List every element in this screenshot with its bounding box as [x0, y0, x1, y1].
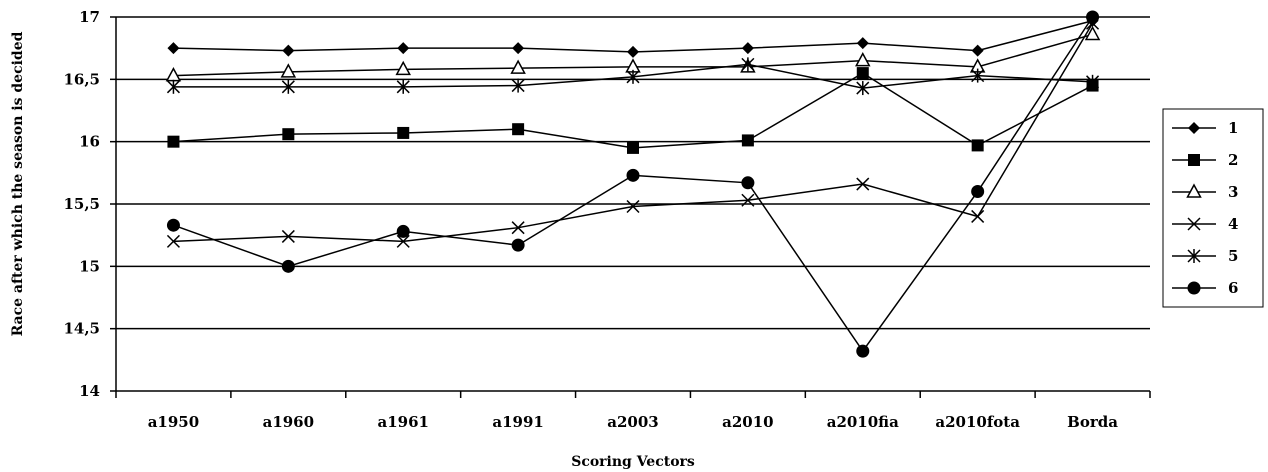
data-point — [855, 52, 871, 67]
legend-label: 3 — [1228, 183, 1238, 201]
legend-item: 4 — [1172, 215, 1238, 233]
data-point — [626, 69, 640, 84]
legend: 1 2 3 4 5 6 — [1162, 108, 1264, 308]
data-point — [396, 79, 410, 94]
data-point — [165, 67, 182, 82]
data-point — [856, 67, 869, 80]
legend-item: 5 — [1172, 247, 1238, 265]
data-point — [511, 238, 525, 252]
y-tick-label: 16 — [79, 133, 100, 151]
x-tick-label: a2010fota — [935, 413, 1020, 431]
data-point — [167, 42, 180, 55]
series-6 — [166, 10, 1100, 358]
data-point — [741, 134, 754, 147]
data-point — [396, 224, 410, 238]
data-point — [396, 234, 410, 248]
data-point — [281, 79, 295, 94]
x-tick-label: a2010 — [722, 413, 773, 431]
y-axis-title: Race after which the season is decided — [10, 31, 26, 336]
data-point — [627, 141, 639, 154]
data-point — [281, 259, 295, 273]
data-point — [1187, 249, 1201, 263]
data-point — [166, 79, 180, 94]
data-point — [971, 209, 985, 223]
data-point — [971, 185, 985, 199]
series-1 — [167, 14, 1099, 58]
y-tick-label: 16,5 — [63, 70, 100, 88]
data-point — [1086, 74, 1100, 89]
data-point — [511, 221, 525, 235]
legend-item: 1 — [1172, 119, 1238, 137]
data-point — [512, 123, 525, 136]
y-tick-label: 15 — [79, 257, 100, 275]
data-point — [741, 193, 755, 207]
data-point — [511, 78, 525, 93]
series-2 — [167, 67, 1099, 154]
data-point — [397, 126, 410, 139]
legend-item: 3 — [1172, 183, 1238, 201]
data-point — [626, 199, 640, 214]
y-tick-label: 14 — [79, 382, 100, 400]
x-axis-title: Scoring Vectors — [571, 454, 695, 470]
data-point — [1188, 154, 1200, 166]
x-tick-label: Borda — [1067, 413, 1118, 431]
data-point — [1187, 217, 1201, 231]
series-line — [173, 72, 1093, 149]
data-point — [741, 176, 755, 190]
data-point — [856, 37, 869, 50]
y-axis-ticks: 14 14,5 15 15,5 16 16,5 17 — [63, 8, 116, 400]
legend-label: 4 — [1228, 215, 1238, 233]
data-point — [1187, 281, 1201, 295]
series-5 — [166, 57, 1100, 96]
x-tick-label: a1960 — [263, 413, 314, 431]
data-point — [282, 44, 295, 57]
data-point — [167, 135, 180, 148]
series-layer — [165, 10, 1101, 358]
x-tick-label: a2003 — [607, 413, 658, 431]
data-point — [280, 63, 297, 78]
y-tick-label: 15,5 — [63, 195, 100, 213]
y-tick-label: 17 — [79, 8, 100, 26]
legend-item: 2 — [1172, 151, 1238, 169]
data-point — [281, 229, 295, 243]
data-point — [166, 218, 180, 232]
data-point — [856, 81, 870, 96]
data-point — [166, 234, 180, 248]
x-tick-label: a1961 — [377, 413, 428, 431]
data-point — [971, 139, 984, 152]
legend-box — [1162, 108, 1264, 308]
data-point — [282, 128, 295, 141]
legend-item: 6 — [1172, 279, 1238, 297]
data-point — [397, 42, 410, 55]
data-point — [1086, 10, 1100, 24]
data-point — [856, 344, 870, 358]
x-tick-label: a1991 — [492, 413, 543, 431]
data-point — [856, 177, 870, 191]
legend-label: 1 — [1228, 119, 1238, 137]
legend-label: 6 — [1228, 279, 1238, 297]
data-point — [1084, 25, 1101, 41]
y-tick-label: 14,5 — [63, 320, 100, 338]
data-point — [741, 57, 755, 72]
series-3 — [165, 25, 1101, 82]
x-axis: a1950 a1960 a1961 a1991 a2003 a2010 a2010fia a2… — [115, 17, 1151, 431]
data-point — [627, 45, 639, 58]
data-point — [626, 168, 640, 182]
data-point — [512, 42, 525, 55]
data-point — [510, 59, 526, 74]
data-point — [971, 44, 984, 57]
legend-label: 2 — [1228, 151, 1238, 169]
data-point — [1186, 183, 1202, 198]
legend-label: 5 — [1228, 247, 1238, 265]
data-point — [971, 68, 985, 83]
data-point — [1188, 122, 1200, 134]
x-tick-label: a1950 — [148, 413, 199, 431]
data-point — [741, 42, 754, 55]
data-point — [395, 60, 411, 76]
x-tick-label: a2010fia — [827, 413, 899, 431]
